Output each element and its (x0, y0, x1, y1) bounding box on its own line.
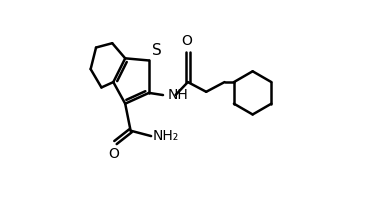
Text: O: O (181, 34, 192, 48)
Text: S: S (152, 43, 161, 58)
Text: O: O (108, 147, 119, 161)
Text: NH: NH (167, 88, 188, 102)
Text: NH₂: NH₂ (152, 129, 179, 143)
